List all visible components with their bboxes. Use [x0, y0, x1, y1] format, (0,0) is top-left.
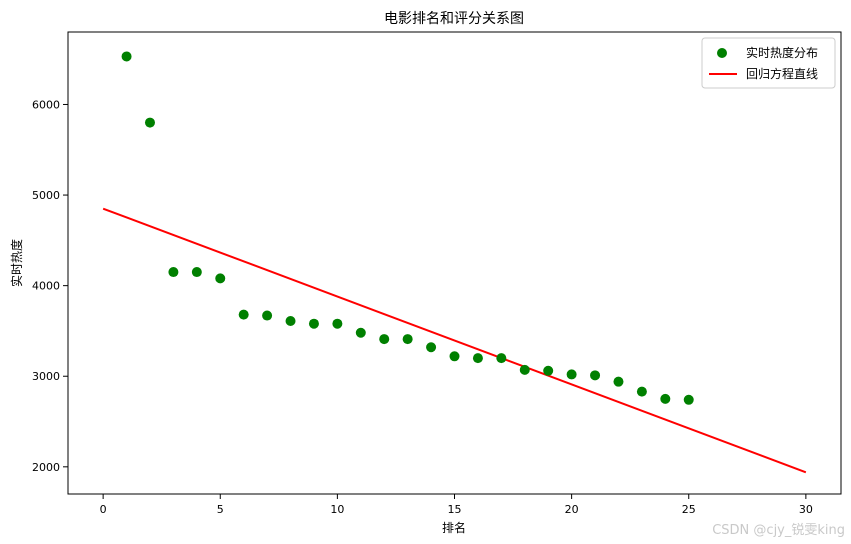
plot-area	[67, 31, 842, 495]
scatter-point	[590, 370, 601, 381]
scatter-point	[426, 342, 437, 353]
scatter-point	[168, 267, 179, 278]
chart-title: 电影排名和评分关系图	[384, 11, 524, 27]
x-tick-label: 10	[330, 503, 344, 516]
scatter-point	[449, 351, 460, 362]
watermark: CSDN @cjy_锐雯king	[712, 523, 845, 538]
y-tick-label: 4000	[32, 280, 60, 293]
x-tick-label: 5	[217, 503, 224, 516]
x-tick-label: 20	[565, 503, 579, 516]
scatter-point	[238, 309, 249, 320]
x-tick-label: 0	[100, 503, 107, 516]
scatter-point	[543, 365, 554, 376]
x-axis-label: 排名	[442, 520, 466, 535]
scatter-point	[613, 376, 624, 387]
x-axis: 0 5 10 15 20 25 30	[100, 494, 813, 516]
scatter-point	[355, 327, 366, 338]
scatter-point	[402, 334, 413, 345]
scatter-point	[144, 117, 155, 128]
scatter-point	[191, 267, 202, 278]
x-tick-label: 30	[799, 503, 813, 516]
scatter-point	[566, 369, 577, 380]
scatter-point	[308, 318, 319, 329]
y-tick-label: 2000	[32, 461, 60, 474]
data-marks	[102, 51, 807, 474]
scatter-point	[332, 318, 343, 329]
y-tick-label: 6000	[32, 98, 60, 111]
y-tick-label: 5000	[32, 189, 60, 202]
y-tick-label: 3000	[32, 370, 60, 383]
x-tick-label: 15	[448, 503, 462, 516]
scatter-point	[636, 386, 647, 397]
scatter-point	[683, 394, 694, 405]
legend-box	[701, 37, 836, 89]
scatter-point	[262, 310, 273, 321]
regression-line	[102, 207, 807, 474]
scatter-point	[660, 393, 671, 404]
scatter-point	[472, 353, 483, 364]
scatter-point	[519, 364, 530, 375]
scatter-point	[496, 353, 507, 364]
legend-label: 回归方程直线	[746, 66, 818, 81]
scatter-point	[379, 334, 390, 345]
scatter-point	[121, 51, 132, 62]
scatter-point	[285, 315, 296, 326]
legend-label: 实时热度分布	[746, 45, 818, 60]
y-axis-label: 实时热度	[9, 239, 24, 287]
x-tick-label: 25	[682, 503, 696, 516]
scatter-point	[215, 273, 226, 284]
y-axis: 2000 3000 4000 5000 6000	[32, 98, 68, 474]
legend-marker-scatter	[717, 48, 727, 58]
